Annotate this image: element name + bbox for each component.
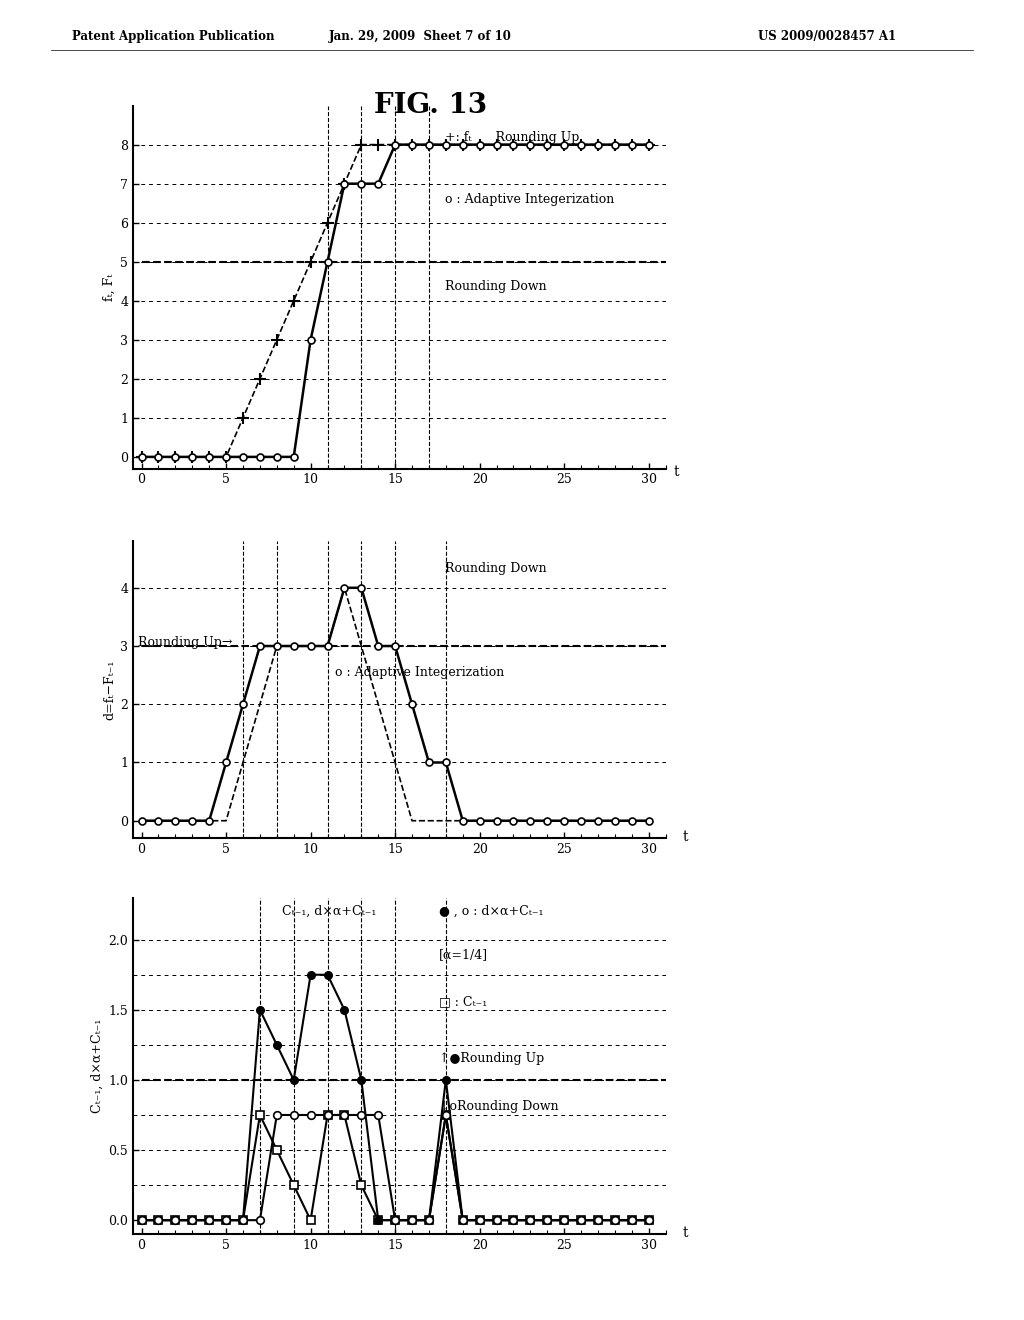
Text: Rounding Down: Rounding Down [444, 280, 546, 293]
Text: Rounding Down: Rounding Down [444, 562, 546, 576]
Text: o : Adaptive Integerization: o : Adaptive Integerization [444, 193, 613, 206]
Text: t: t [683, 830, 688, 843]
Text: ↑●Rounding Up: ↑●Rounding Up [439, 1052, 545, 1065]
Text: FIG. 13: FIG. 13 [374, 92, 486, 119]
Text: Patent Application Publication: Patent Application Publication [72, 30, 274, 44]
Text: Cₜ₋₁, d×α+Cₜ₋₁: Cₜ₋₁, d×α+Cₜ₋₁ [283, 904, 377, 917]
Text: US 2009/0028457 A1: US 2009/0028457 A1 [758, 30, 896, 44]
Text: +: fₜ      Rounding Up: +: fₜ Rounding Up [444, 131, 579, 144]
Text: ↓oRounding Down: ↓oRounding Down [439, 1100, 559, 1113]
Y-axis label: Cₜ₋₁, d×α+Cₜ₋₁: Cₜ₋₁, d×α+Cₜ₋₁ [91, 1019, 104, 1113]
Text: ● , o : d×α+Cₜ₋₁: ● , o : d×α+Cₜ₋₁ [439, 904, 544, 917]
Y-axis label: fₜ, Fₜ: fₜ, Fₜ [103, 273, 116, 301]
Y-axis label: d=fₜ−Fₜ₋₁: d=fₜ−Fₜ₋₁ [103, 660, 116, 719]
Text: o : Adaptive Integerization: o : Adaptive Integerization [336, 667, 505, 678]
Text: t: t [674, 466, 680, 479]
Text: □ : Cₜ₋₁: □ : Cₜ₋₁ [439, 995, 487, 1008]
Text: [α=1/4]: [α=1/4] [439, 948, 488, 961]
Text: Jan. 29, 2009  Sheet 7 of 10: Jan. 29, 2009 Sheet 7 of 10 [329, 30, 511, 44]
Text: Rounding Up→: Rounding Up→ [138, 636, 232, 649]
Text: t: t [683, 1226, 688, 1239]
